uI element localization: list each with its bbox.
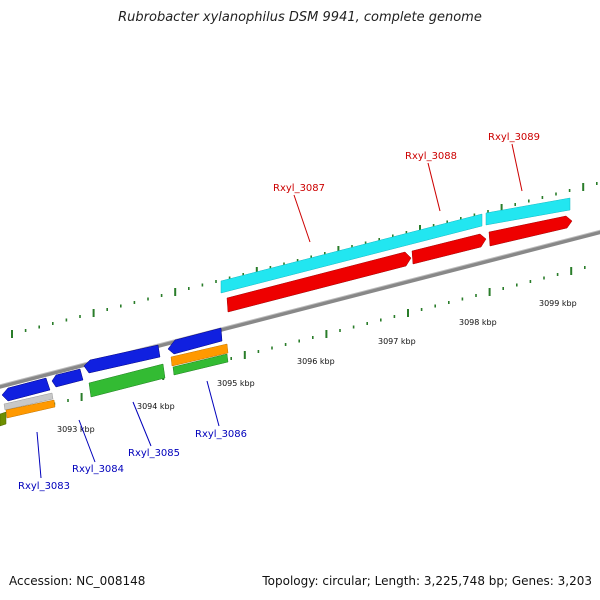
reverse-genes — [0, 327, 229, 427]
leader-rxyl-3087 — [293, 194, 311, 243]
gene-rxyl-3087-cyan[interactable] — [220, 213, 483, 294]
gene-rxyl-3089-arrow[interactable] — [488, 215, 573, 247]
gene-blue-1[interactable] — [1, 377, 51, 402]
leader-rxyl-3083 — [36, 431, 42, 479]
scale-label-3096: 3096 kbp — [297, 357, 335, 366]
gene-green-1[interactable] — [88, 363, 166, 398]
label-rxyl-3088[interactable]: Rxyl_3088 — [405, 151, 457, 162]
label-rxyl-3084[interactable]: Rxyl_3084 — [72, 464, 124, 475]
reverse-gene-labels: Rxyl_3083 Rxyl_3084 Rxyl_3085 Rxyl_3086 — [18, 380, 247, 492]
scale-label-3093: 3093 kbp — [57, 425, 95, 434]
scale-labels: 3093 kbp 3094 kbp 3095 kbp 3096 kbp 3097… — [57, 299, 577, 434]
gene-rxyl-3085-arrow[interactable] — [83, 344, 161, 374]
scale-label-3097: 3097 kbp — [378, 337, 416, 346]
gene-green-2[interactable] — [172, 353, 229, 376]
forward-gene-labels: Rxyl_3087 Rxyl_3088 Rxyl_3089 — [273, 132, 540, 243]
forward-genes — [220, 197, 573, 313]
leader-rxyl-3084 — [78, 419, 96, 463]
leader-rxyl-3086 — [206, 380, 220, 427]
label-rxyl-3087[interactable]: Rxyl_3087 — [273, 183, 325, 194]
accession-label: Accession: NC_008148 — [9, 574, 146, 588]
leader-rxyl-3089 — [511, 143, 523, 192]
label-rxyl-3085[interactable]: Rxyl_3085 — [128, 448, 180, 459]
genome-summary: Topology: circular; Length: 3,225,748 bp… — [262, 574, 592, 588]
leader-rxyl-3088 — [427, 162, 441, 212]
label-rxyl-3083[interactable]: Rxyl_3083 — [18, 481, 70, 492]
scale-label-3095: 3095 kbp — [217, 379, 255, 388]
gene-orange-1[interactable] — [5, 399, 56, 419]
scale-label-3099: 3099 kbp — [539, 299, 577, 308]
gene-grey-1[interactable] — [3, 392, 54, 411]
map-title: Rubrobacter xylanophilus DSM 9941, compl… — [118, 10, 482, 25]
gene-rxyl-3087-arrow[interactable] — [226, 251, 412, 313]
scale-label-3094: 3094 kbp — [137, 402, 175, 411]
gene-orange-2[interactable] — [170, 343, 229, 367]
leader-rxyl-3085 — [132, 401, 152, 447]
scale-label-3098: 3098 kbp — [459, 318, 497, 327]
gene-rxyl-3086-arrow[interactable] — [167, 327, 223, 355]
gene-rxyl-3084-arrow[interactable] — [51, 368, 84, 388]
label-rxyl-3089[interactable]: Rxyl_3089 — [488, 132, 540, 143]
gene-rxyl-3088-cyan[interactable] — [485, 197, 571, 226]
label-rxyl-3086[interactable]: Rxyl_3086 — [195, 429, 247, 440]
gene-olive-1[interactable] — [0, 411, 7, 427]
gene-rxyl-3088-arrow[interactable] — [411, 233, 487, 265]
